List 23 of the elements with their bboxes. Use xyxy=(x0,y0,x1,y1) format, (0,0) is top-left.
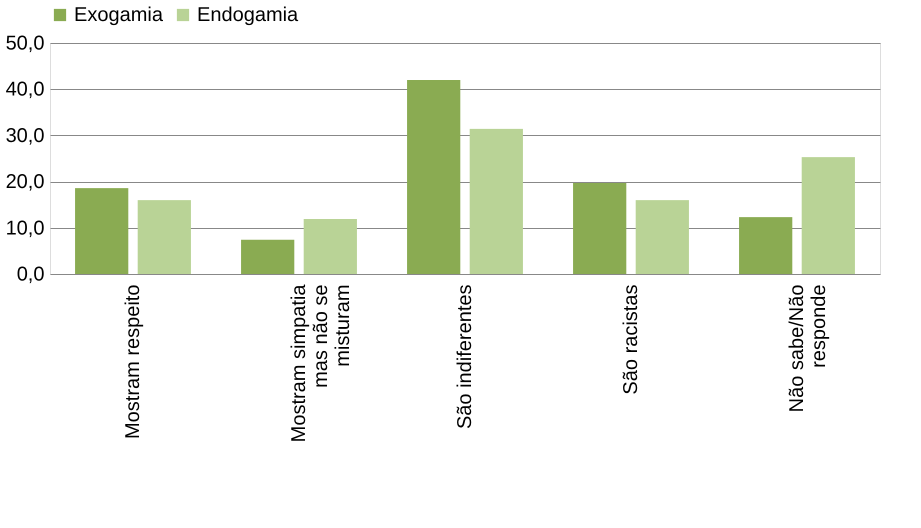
bar xyxy=(241,240,294,274)
legend-label: Exogamia xyxy=(74,4,164,26)
bar xyxy=(407,80,460,274)
y-tick-label: 20,0 xyxy=(6,171,44,194)
bar xyxy=(636,200,689,274)
x-tick-label: Mostram simpatia mas não se misturam xyxy=(288,284,354,442)
x-tick-label: São racistas xyxy=(620,284,642,395)
y-tick-label: 10,0 xyxy=(6,217,44,240)
bar xyxy=(75,188,128,274)
x-tick-label: Mostram respeito xyxy=(122,284,144,439)
bar xyxy=(573,182,626,274)
x-tick-label: São indiferentes xyxy=(454,284,476,430)
y-tick-label: 40,0 xyxy=(6,78,44,101)
legend-label: Endogamia xyxy=(197,4,300,26)
bar xyxy=(138,200,191,274)
x-tick-label: Não sabe/Não responde xyxy=(786,284,830,412)
bar xyxy=(739,217,792,274)
bar xyxy=(470,128,523,274)
y-tick-label: 30,0 xyxy=(6,124,44,147)
bar xyxy=(802,157,855,274)
bar xyxy=(304,219,357,274)
y-tick-label: 50,0 xyxy=(6,32,44,54)
y-tick-label: 0,0 xyxy=(16,264,44,286)
